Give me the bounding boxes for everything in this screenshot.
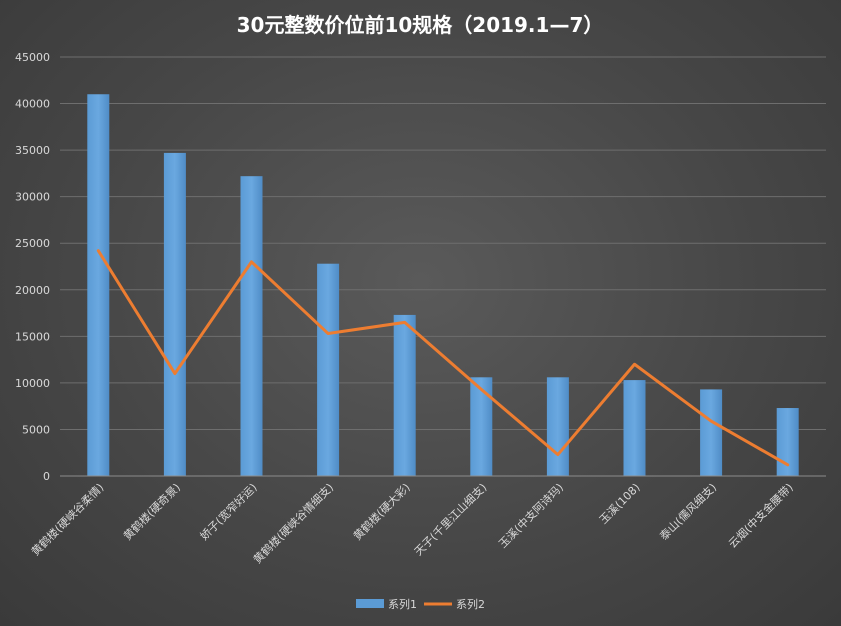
bar-series: [87, 94, 799, 476]
x-tick-label: 娇子(宽窄好运): [197, 480, 260, 543]
legend-bar-swatch: [356, 599, 384, 608]
legend-label: 系列2: [456, 597, 485, 611]
bar: [546, 377, 569, 476]
bar: [163, 152, 186, 476]
bar: [87, 94, 110, 476]
gridlines: [60, 56, 826, 430]
y-tick-label: 25000: [15, 237, 50, 250]
y-tick-label: 40000: [15, 98, 50, 111]
x-tick-label: 玉溪(中支阿诗玛): [496, 480, 566, 550]
chart-title: 30元整数价位前10规格（2019.1—7）: [237, 13, 604, 37]
y-tick-label: 0: [43, 470, 50, 483]
y-tick-label: 5000: [22, 423, 50, 436]
bar: [240, 176, 263, 476]
bar: [317, 263, 340, 476]
x-tick-label: 黄鹤楼(硬峡谷情细支): [250, 480, 336, 566]
bar: [700, 389, 723, 476]
line-series: [96, 249, 790, 467]
y-tick-label: 35000: [15, 144, 50, 157]
x-tick-label: 云烟(中支金腰带): [725, 480, 795, 550]
x-tick-label: 黄鹤楼(硬大彩): [350, 480, 413, 543]
bar: [776, 408, 799, 476]
x-tick-label: 黄鹤楼(硬峡谷柔情): [28, 480, 106, 558]
y-tick-label: 20000: [15, 284, 50, 297]
y-axis-ticks: 0 5000 10000 15000 20000 25000 30000 35000 40000…: [15, 51, 50, 483]
bar: [623, 380, 646, 476]
bar: [393, 314, 416, 476]
x-tick-label: 天子(千里江山细支): [412, 481, 489, 558]
x-tick-label: 玉溪(108): [597, 481, 643, 527]
legend: 系列1 系列2: [356, 597, 485, 611]
y-tick-label: 10000: [15, 377, 50, 390]
legend-label: 系列1: [388, 597, 417, 611]
x-axis-ticks: 黄鹤楼(硬峡谷柔情) 黄鹤楼(硬奇景) 娇子(宽窄好运)黄鹤楼(硬峡谷情细支) 黄鹤楼…: [28, 480, 796, 566]
x-tick-label: 泰山(儒风细支): [657, 480, 720, 543]
y-tick-label: 45000: [15, 51, 50, 64]
y-tick-label: 30000: [15, 191, 50, 204]
y-tick-label: 15000: [15, 330, 50, 343]
x-tick-label: 黄鹤楼(硬奇景): [120, 480, 183, 543]
bar: [470, 377, 493, 476]
series-line: [96, 249, 790, 467]
